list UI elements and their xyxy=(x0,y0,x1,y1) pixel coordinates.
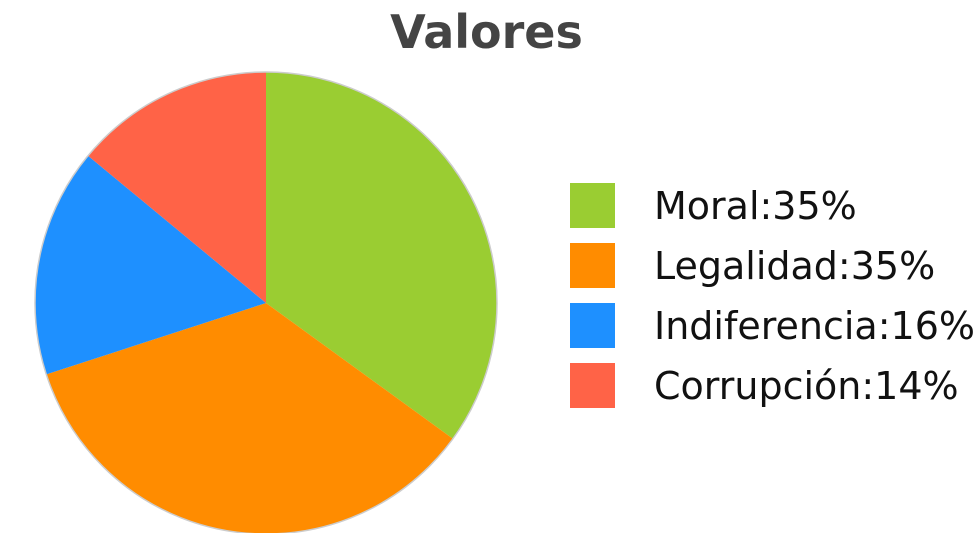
legend-label-moral: Moral:35% xyxy=(654,184,857,228)
legend-swatch-indiferencia xyxy=(570,303,615,348)
pie-slice-corrupcion xyxy=(88,72,266,303)
legend-label-indiferencia: Indiferencia:16% xyxy=(654,304,973,348)
legend-label-legalidad: Legalidad:35% xyxy=(654,244,936,288)
legend-swatch-moral xyxy=(570,183,615,228)
pie-slice-indiferencia xyxy=(35,155,266,375)
legend-label-corrupcion: Corrupción:14% xyxy=(654,364,959,408)
pie-slice-legalidad xyxy=(46,303,453,533)
legend-swatch-corrupcion xyxy=(570,363,615,408)
pie-outline xyxy=(34,71,498,533)
legend-swatch-legalidad xyxy=(570,243,615,288)
chart-title: Valores xyxy=(390,5,583,59)
pie-slice-moral xyxy=(266,72,497,439)
